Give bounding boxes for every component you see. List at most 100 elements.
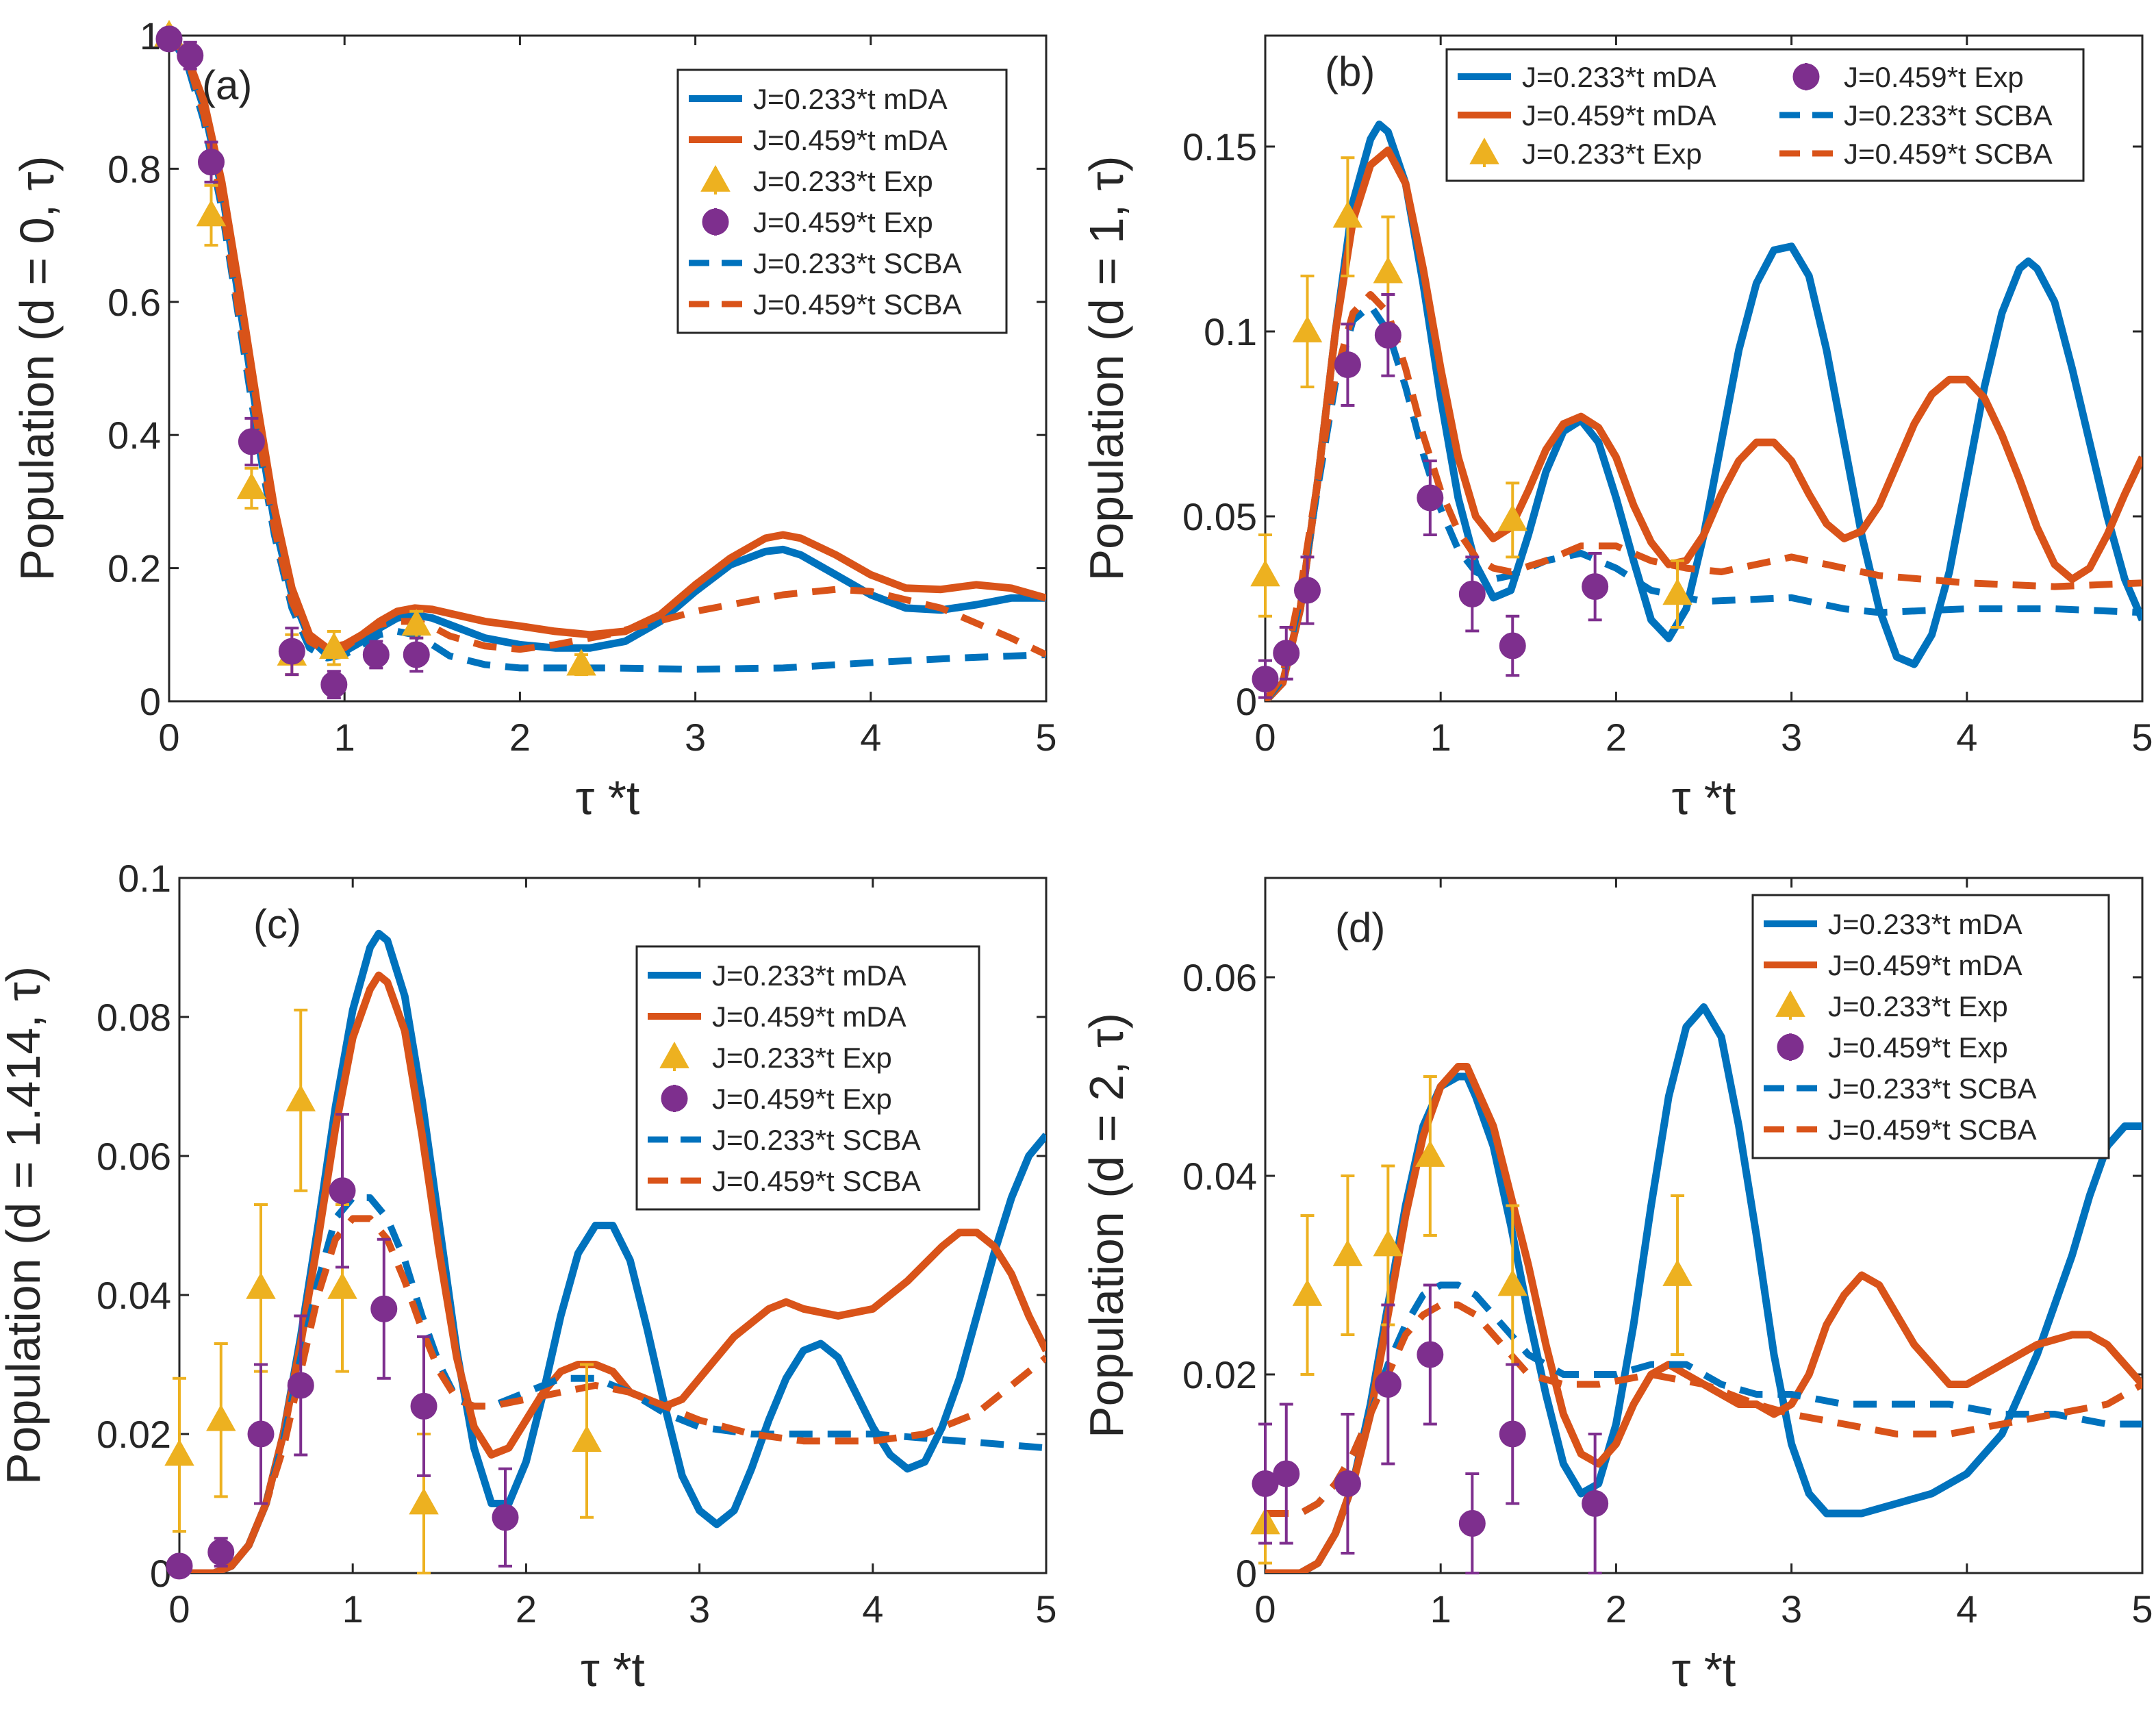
data-point: [197, 149, 225, 176]
legend-label: J=0.233*t SCBA: [712, 1124, 921, 1156]
plot-area: [169, 36, 1046, 673]
legend: J=0.233*t mDA J=0.459*t Exp J=0.459*t mDA J…: [1445, 48, 2085, 182]
x-tick-label: 0: [1254, 716, 1276, 759]
data-point: [1497, 504, 1527, 531]
data-point: [1662, 1259, 1692, 1286]
y-tick-label: 0.2: [107, 547, 161, 590]
data-point: [206, 1404, 236, 1431]
data-point: [403, 641, 430, 668]
x-tick-label: 5: [2131, 716, 2153, 759]
series-j-0-233-t-scba: [1265, 1281, 2142, 1517]
y-tick-label: 0.04: [1182, 1155, 1257, 1198]
y-tick-label: 0.1: [118, 857, 171, 900]
data-point: [247, 1420, 275, 1448]
data-point: [329, 1177, 356, 1205]
legend: J=0.233*t mDA J=0.459*t mDA J=0.233*t Exp J…: [676, 68, 1008, 334]
data-point: [1458, 1510, 1486, 1537]
legend-entry-j-0-233-t-exp: J=0.233*t Exp: [1469, 137, 1702, 170]
data-point: [1332, 1239, 1363, 1266]
y-tick-label: 0.6: [107, 281, 161, 324]
legend-label: J=0.459*t mDA: [712, 1001, 906, 1033]
legend-entry-j-0-233-t-exp: J=0.233*t Exp: [1775, 990, 2008, 1022]
y-tick-label: 0.8: [107, 147, 161, 190]
data-point: [370, 1295, 398, 1322]
panel-label: (b): [1325, 49, 1375, 95]
series-j-0-459-t-scba: [179, 1215, 1046, 1573]
data-point: [246, 1272, 276, 1299]
data-point: [1373, 1229, 1404, 1257]
data-point: [410, 1392, 437, 1420]
legend-entry-j-0-459-t-exp: J=0.459*t Exp: [1777, 1031, 2008, 1064]
legend-label: J=0.233*t Exp: [1828, 990, 2008, 1022]
x-tick-label: 5: [1035, 1587, 1056, 1631]
data-point: [409, 1487, 439, 1515]
x-tick-label: 2: [516, 1587, 537, 1631]
legend-label: J=0.459*t SCBA: [712, 1165, 921, 1197]
legend-entry-j-0-459-t-mda: J=0.459*t mDA: [648, 1001, 906, 1033]
legend-box: [676, 68, 1008, 334]
data-point: [1374, 321, 1402, 349]
legend-label: J=0.233*t SCBA: [1828, 1072, 2037, 1105]
data-point: [1582, 1490, 1609, 1517]
legend-entry-j-0-233-t-mda: J=0.233*t mDA: [648, 959, 906, 992]
legend-label: J=0.233*t SCBA: [753, 247, 962, 279]
legend-entry-j-0-233-t-mda: J=0.233*t mDA: [689, 83, 948, 115]
data-point: [572, 1425, 602, 1453]
data-point: [319, 632, 349, 659]
data-point: [1292, 315, 1323, 342]
legend-entry-j-0-459-t-scba: J=0.459*t SCBA: [1779, 138, 2053, 170]
x-axis-label: τ *t: [1672, 1643, 1736, 1696]
data-point: [1582, 573, 1609, 601]
data-point: [1499, 632, 1526, 659]
data-point: [1252, 666, 1279, 693]
series-j-0-459-t-mda: [179, 971, 1046, 1573]
x-tick-label: 4: [860, 716, 881, 759]
legend-entry-j-0-459-t-mda: J=0.459*t mDA: [1764, 949, 2022, 981]
data-point: [286, 1084, 316, 1111]
data-point: [1273, 1460, 1300, 1487]
data-point: [1293, 577, 1321, 604]
legend-swatch: [1469, 137, 1499, 164]
y-tick-label: 0.15: [1182, 125, 1257, 168]
legend-label: J=0.233*t Exp: [712, 1042, 892, 1074]
legend-entry-j-0-459-t-scba: J=0.459*t SCBA: [1764, 1114, 2037, 1146]
legend-box: [1751, 894, 2110, 1159]
x-tick-label: 0: [168, 1587, 190, 1631]
legend-swatch: [659, 1041, 689, 1068]
data-point: [1373, 256, 1404, 284]
data-point: [177, 42, 204, 69]
data-point: [1273, 640, 1300, 667]
legend-label: J=0.459*t SCBA: [1844, 138, 2053, 170]
panel-label: (c): [253, 901, 301, 947]
data-point: [327, 1272, 357, 1299]
data-point: [492, 1504, 519, 1531]
legend-label: J=0.233*t mDA: [1828, 908, 2022, 940]
data-point: [166, 1552, 193, 1580]
y-tick-label: 0.02: [1182, 1353, 1257, 1396]
y-axis-label: Population (d = 1, τ): [1080, 155, 1133, 581]
legend-entry-j-0-459-t-exp: J=0.459*t Exp: [661, 1083, 892, 1115]
series-j-0-459-t-scba: [1265, 1301, 2142, 1517]
data-point: [287, 1372, 314, 1399]
data-point: [1334, 1470, 1361, 1497]
legend-entry-j-0-233-t-exp: J=0.233*t Exp: [700, 164, 933, 197]
series-j-0-459-t-exp: [1252, 1283, 1609, 1574]
legend-entry-j-0-459-t-scba: J=0.459*t SCBA: [689, 288, 962, 320]
legend: J=0.233*t mDA J=0.459*t mDA J=0.233*t Exp J…: [635, 945, 980, 1211]
legend-swatch: [1775, 990, 1805, 1017]
data-point: [1334, 351, 1361, 379]
panel-label: (a): [202, 62, 252, 108]
y-tick-label: 0.04: [97, 1274, 171, 1317]
series-j-0-459-t-mda: [1265, 146, 2142, 701]
panel-c: 0 1 2 3 4 5 0 0.02 0.04 0.06 0.08 0.1 τ *t Population…: [0, 857, 1057, 1696]
legend-label: J=0.233*t Exp: [753, 165, 933, 197]
legend-label: J=0.233*t Exp: [1522, 138, 1702, 170]
x-tick-label: 4: [1956, 716, 1977, 759]
x-tick-label: 5: [1035, 716, 1056, 759]
x-tick-label: 2: [1606, 1587, 1627, 1631]
legend-entry-j-0-233-t-scba: J=0.233*t SCBA: [1764, 1072, 2037, 1105]
y-tick-label: 0: [140, 680, 161, 723]
data-point: [207, 1539, 235, 1566]
series-j-0-233-t-exp: [1250, 1075, 1692, 1565]
legend-entry-j-0-233-t-scba: J=0.233*t SCBA: [648, 1124, 921, 1156]
